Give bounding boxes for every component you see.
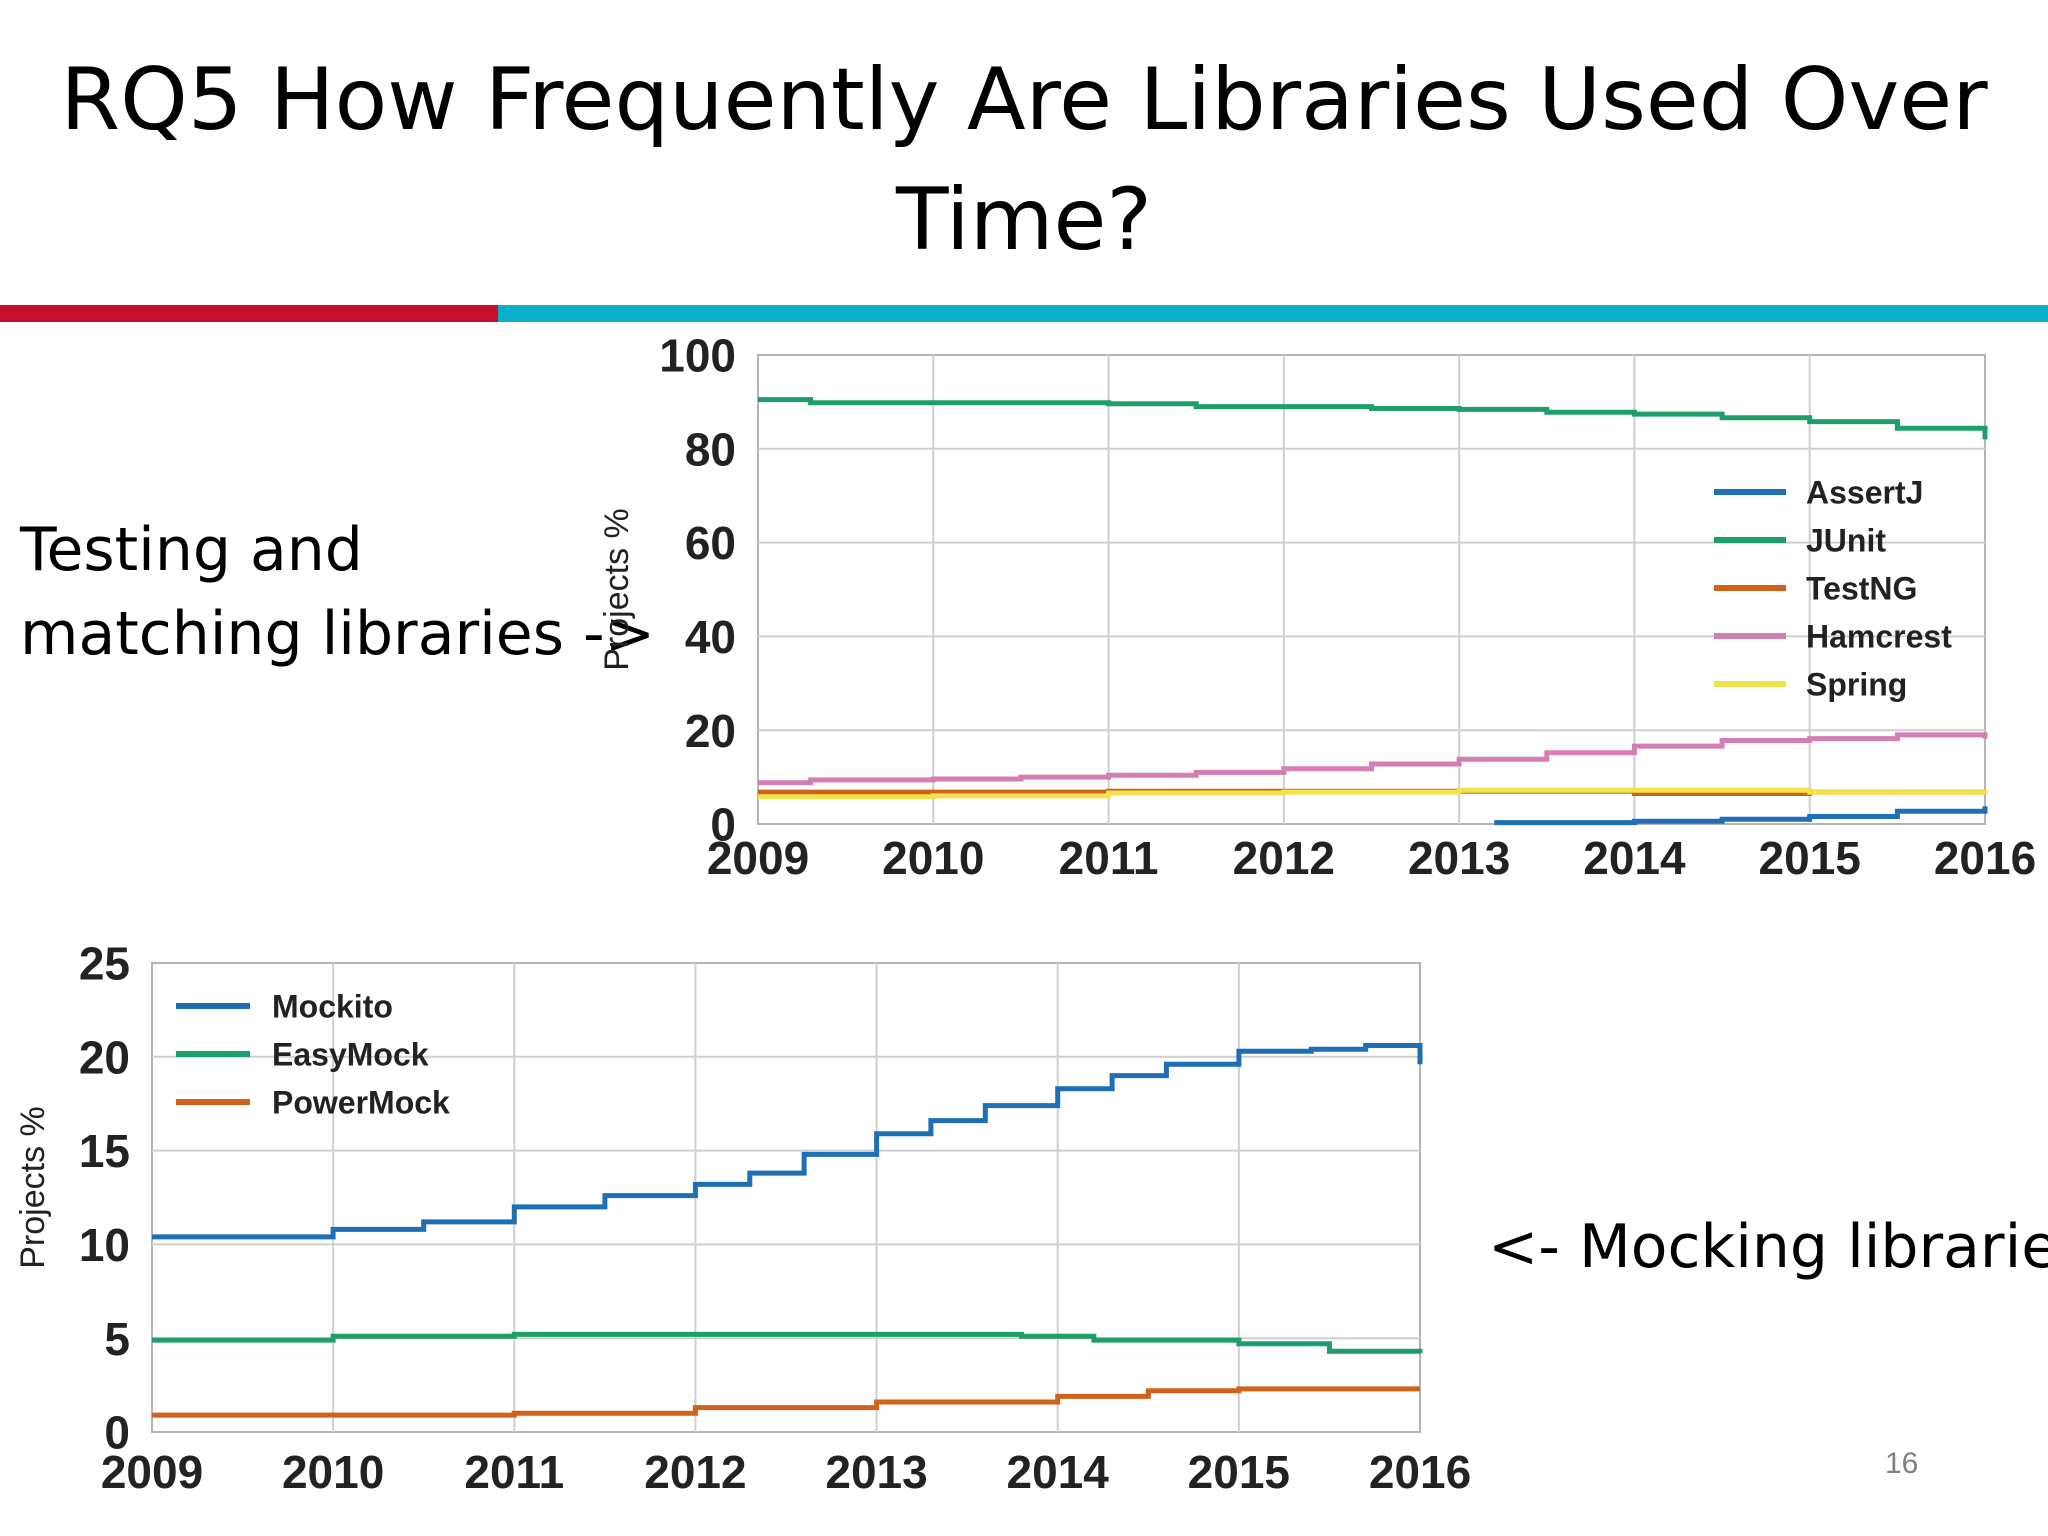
testing-chart-series-assertj	[1494, 806, 1988, 826]
testing-chart-x-tick-label: 2013	[1408, 832, 1510, 884]
testing-chart-x-tick-label: 2009	[707, 832, 809, 884]
mocking-chart-series-powermock	[152, 1386, 1420, 1418]
testing-chart-y-tick-label: 20	[685, 705, 736, 757]
testing-chart-legend-label-spring: Spring	[1806, 667, 1907, 703]
mocking-chart-legend-label-mockito: Mockito	[272, 989, 393, 1025]
mocking-chart-y-tick-label: 10	[79, 1219, 130, 1271]
mocking-chart-x-tick-label: 2010	[282, 1446, 384, 1498]
mocking-chart-y-tick-label: 5	[104, 1313, 130, 1365]
testing-chart-x-tick-label: 2010	[882, 832, 984, 884]
testing-chart-series-spring	[758, 787, 1988, 800]
mocking-chart-y-tick-label: 20	[79, 1031, 130, 1083]
mocking-chart-legend-label-easymock: EasyMock	[272, 1037, 429, 1073]
page-number: 16	[1885, 1447, 1919, 1480]
testing-chart-series-junit	[758, 397, 1988, 440]
testing-chart-y-tick-label: 100	[659, 330, 736, 382]
testing-chart-x-tick-label: 2012	[1233, 832, 1335, 884]
testing-chart-x-tick-label: 2014	[1583, 832, 1686, 884]
testing-chart-x-tick-label: 2011	[1059, 832, 1159, 884]
testing-libraries-caption: Testing and matching libraries ->	[20, 508, 655, 676]
mocking-chart-x-tick-label: 2009	[101, 1446, 203, 1498]
testing-chart-y-tick-label: 0	[710, 799, 736, 851]
slide-title: RQ5 How Frequently Are Libraries Used Ov…	[0, 40, 2048, 280]
testing-chart-x-tick-label: 2015	[1759, 832, 1861, 884]
mocking-chart-x-tick-label: 2016	[1369, 1446, 1471, 1498]
mocking-chart-y-tick-label: 0	[104, 1407, 130, 1459]
testing-chart-x-tick-label: 2016	[1934, 832, 2036, 884]
mocking-chart-plot-frame	[151, 962, 1421, 1433]
mocking-chart-series-mockito	[152, 1043, 1423, 1240]
testing-caption-line-2: matching libraries ->	[20, 599, 655, 669]
mocking-chart-legend-label-powermock: PowerMock	[272, 1085, 450, 1121]
mocking-libraries-caption: <- Mocking libraries	[1488, 1212, 2048, 1282]
testing-chart-legend-label-junit: JUnit	[1806, 523, 1886, 559]
mocking-chart-y-tick-label: 15	[79, 1125, 130, 1177]
testing-chart-series-hamcrest	[758, 732, 1988, 786]
testing-chart-legend-label-hamcrest: Hamcrest	[1806, 619, 1952, 655]
testing-chart-legend-label-assertj: AssertJ	[1806, 475, 1923, 511]
mocking-chart-x-tick-label: 2012	[644, 1446, 746, 1498]
testing-chart-legend-label-testng: TestNG	[1806, 571, 1917, 607]
mocking-chart-series-easymock	[152, 1331, 1423, 1354]
mocking-chart-x-tick-label: 2014	[1007, 1446, 1110, 1498]
slide-title-line-1: RQ5 How Frequently Are Libraries Used Ov…	[60, 50, 1988, 150]
testing-chart-y-tick-label: 40	[685, 611, 736, 663]
mocking-chart-y-tick-label: 25	[79, 938, 130, 990]
mocking-chart-x-tick-label: 2013	[825, 1446, 927, 1498]
testing-caption-line-1: Testing and	[20, 515, 363, 585]
accent-bar-red	[0, 305, 498, 322]
testing-chart-y-tick-label: 80	[685, 423, 736, 475]
mocking-chart-x-tick-label: 2015	[1188, 1446, 1290, 1498]
mocking-chart-x-tick-label: 2011	[464, 1446, 564, 1498]
accent-bar-cyan	[498, 305, 2048, 322]
mocking-chart-y-axis-label: Projects %	[14, 1106, 52, 1269]
slide-title-line-2: Time?	[895, 170, 1153, 270]
testing-chart-y-axis-label: Projects %	[598, 508, 636, 671]
testing-chart-y-tick-label: 60	[685, 517, 736, 569]
